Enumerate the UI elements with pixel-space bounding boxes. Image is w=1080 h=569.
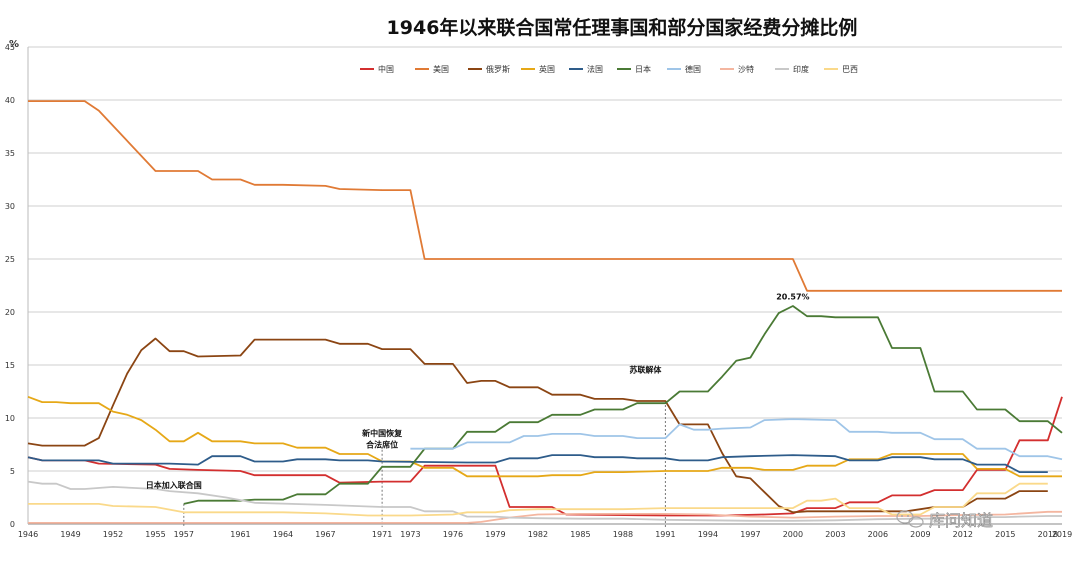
x-tick-label: 1991 (655, 530, 675, 539)
x-tick-label: 2018 (1038, 530, 1058, 539)
x-tick-label: 1946 (18, 530, 38, 539)
watermark-text: 库问知道 (929, 511, 993, 530)
x-tick-label: 2012 (953, 530, 973, 539)
legend-label: 法国 (587, 64, 603, 74)
series-line-10 (28, 482, 1048, 517)
legend-label: 沙特 (738, 64, 754, 74)
legend-label: 日本 (635, 64, 651, 74)
x-tick-label: 1957 (174, 530, 194, 539)
x-axis-ticks: 1946 1949 1952 1955 1957 1961 1964 1967 1971 1973… (18, 530, 1072, 539)
y-tick-label: 15 (5, 361, 15, 370)
grid (27, 46, 1062, 525)
y-tick-label: 5 (10, 467, 15, 476)
y-tick-label: 0 (10, 520, 15, 529)
x-tick-label: 1994 (698, 530, 718, 539)
series-line-4 (27, 395, 1062, 478)
annotation-label: 20.57% (776, 292, 809, 301)
x-tick-label: 1964 (273, 530, 293, 539)
annotation-label: 新中国恢复 (362, 428, 403, 438)
x-tick-label: 2000 (783, 530, 803, 539)
series-line-2 (28, 100, 1062, 292)
x-tick-label: 1949 (60, 530, 80, 539)
y-tick-label: 35 (5, 149, 15, 158)
x-tick-label: 1976 (443, 530, 463, 539)
series-line-7 (410, 418, 1063, 461)
legend-label: 英国 (539, 64, 555, 74)
series-group (27, 100, 1063, 524)
x-tick-label: 1967 (315, 530, 335, 539)
x-tick-label: 1988 (613, 530, 633, 539)
x-tick-label: 1952 (103, 530, 123, 539)
y-axis-unit: % (9, 39, 19, 50)
legend: 中国 美国 俄罗斯 英国 法国 日本 德国 沙特 印度 巴西 (360, 64, 858, 74)
annotation-label: 日本加入联合国 (146, 480, 202, 490)
wechat-icon (896, 510, 924, 528)
legend-label: 中国 (378, 64, 394, 74)
y-tick-label: 30 (5, 202, 15, 211)
y-tick-label: 10 (5, 414, 15, 423)
legend-label: 德国 (685, 64, 701, 74)
series-line-6 (183, 305, 1063, 505)
x-tick-label: 1961 (230, 530, 250, 539)
x-tick-label: 1985 (570, 530, 590, 539)
annotation-lines (183, 401, 666, 527)
legend-label: 俄罗斯 (486, 64, 510, 74)
annotation-label: 苏联解体 (629, 364, 662, 374)
x-tick-label: 2009 (910, 530, 930, 539)
legend-label: 美国 (433, 64, 449, 74)
x-tick-label: 1955 (145, 530, 165, 539)
y-tick-label: 40 (5, 96, 15, 105)
annotation-label: 合法席位 (365, 440, 398, 450)
chart-title: 1946年以来联合国常任理事国和部分国家经费分摊比例 (387, 16, 858, 39)
legend-label: 印度 (793, 64, 809, 74)
x-tick-label: 1979 (485, 530, 505, 539)
x-tick-label: 1971 (372, 530, 392, 539)
x-tick-label: 2006 (868, 530, 888, 539)
series-line-5 (27, 454, 1048, 473)
y-tick-label: 45 (5, 43, 15, 52)
legend-label: 巴西 (842, 65, 858, 74)
y-tick-label: 20 (5, 308, 15, 317)
series-line-9 (27, 480, 1062, 522)
x-tick-label: 1997 (740, 530, 760, 539)
y-tick-label: 25 (5, 255, 15, 264)
series-line-8 (28, 510, 1062, 524)
x-tick-label: 2019 (1052, 530, 1072, 539)
x-tick-label: 1982 (528, 530, 548, 539)
x-tick-label: 1973 (400, 530, 420, 539)
x-tick-label: 2003 (825, 530, 845, 539)
watermark: 库问知道 (896, 510, 993, 530)
x-tick-label: 2015 (995, 530, 1015, 539)
y-axis-ticks: 0 5 10 15 20 25 30 35 40 45 (5, 43, 15, 529)
